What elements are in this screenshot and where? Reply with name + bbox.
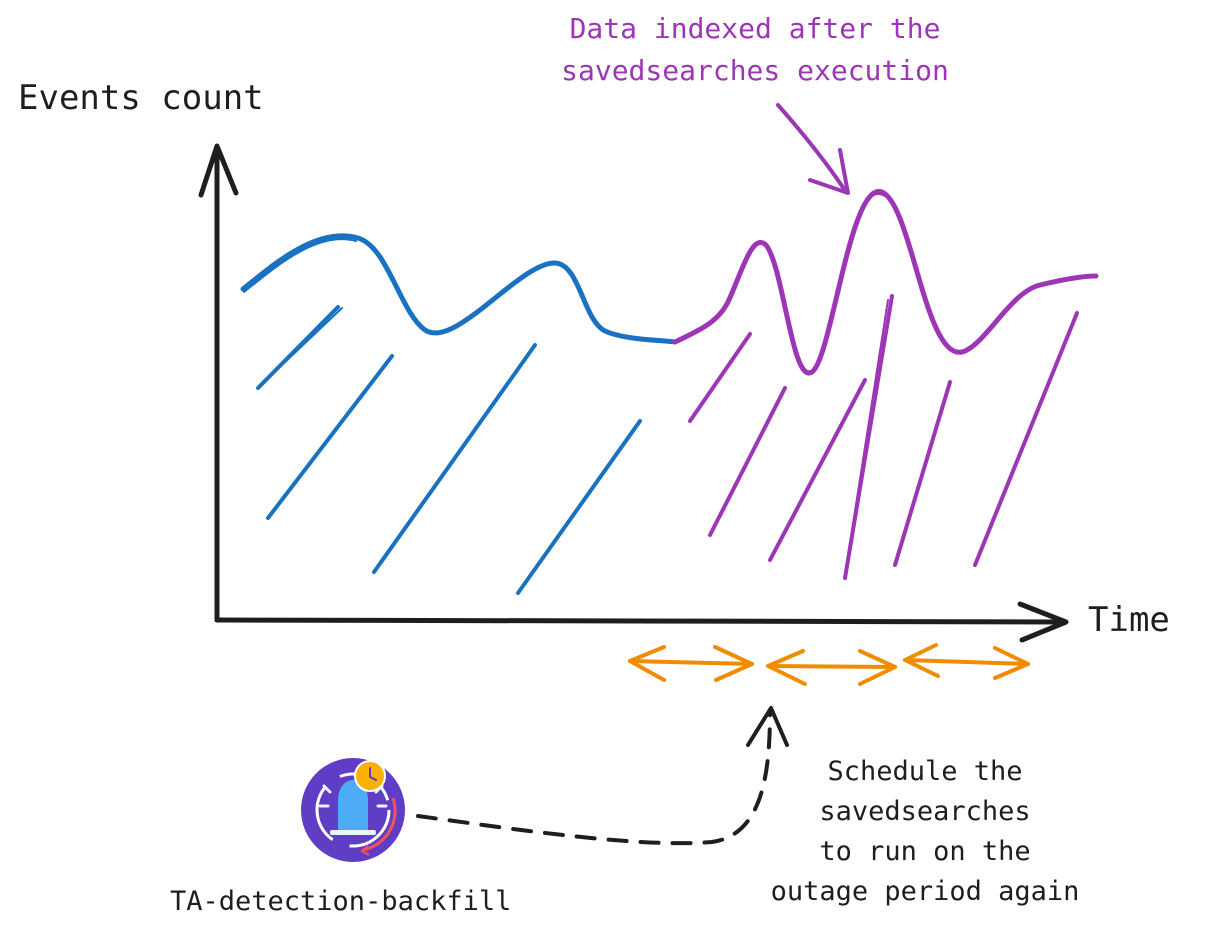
- outage-window-1: [628, 645, 754, 682]
- schedule-annotation-line-2: savedsearches: [819, 796, 1031, 827]
- y-axis: [198, 143, 239, 623]
- x-axis-label: Time: [1088, 600, 1170, 640]
- late-data-curve: [672, 189, 1099, 376]
- schedule-annotation: Schedule the savedsearches to run on the…: [745, 752, 1105, 912]
- late-data-annotation-line-2: savedsearches execution: [561, 54, 949, 87]
- indexed-data-hatching: [256, 305, 642, 595]
- late-data-pointer-arrow: [776, 103, 850, 195]
- schedule-annotation-line-4: outage period again: [770, 876, 1080, 907]
- indexed-data-curve: [240, 233, 678, 345]
- late-data-hatching: [688, 294, 1079, 580]
- y-axis-label: Events count: [18, 78, 264, 118]
- outage-window-arrows: [628, 643, 1030, 686]
- x-axis: [214, 601, 1069, 643]
- schedule-annotation-line-1: Schedule the: [827, 756, 1023, 787]
- late-data-annotation-line-1: Data indexed after the: [569, 12, 941, 45]
- tool-name-label: TA-detection-backfill: [170, 886, 512, 917]
- schedule-connector: [416, 706, 789, 846]
- outage-window-3: [903, 643, 1030, 680]
- bell-clock-icon: [301, 758, 405, 862]
- late-data-annotation: Data indexed after the savedsearches exe…: [560, 8, 950, 92]
- outage-window-2: [766, 649, 897, 686]
- schedule-annotation-line-3: to run on the: [819, 836, 1031, 867]
